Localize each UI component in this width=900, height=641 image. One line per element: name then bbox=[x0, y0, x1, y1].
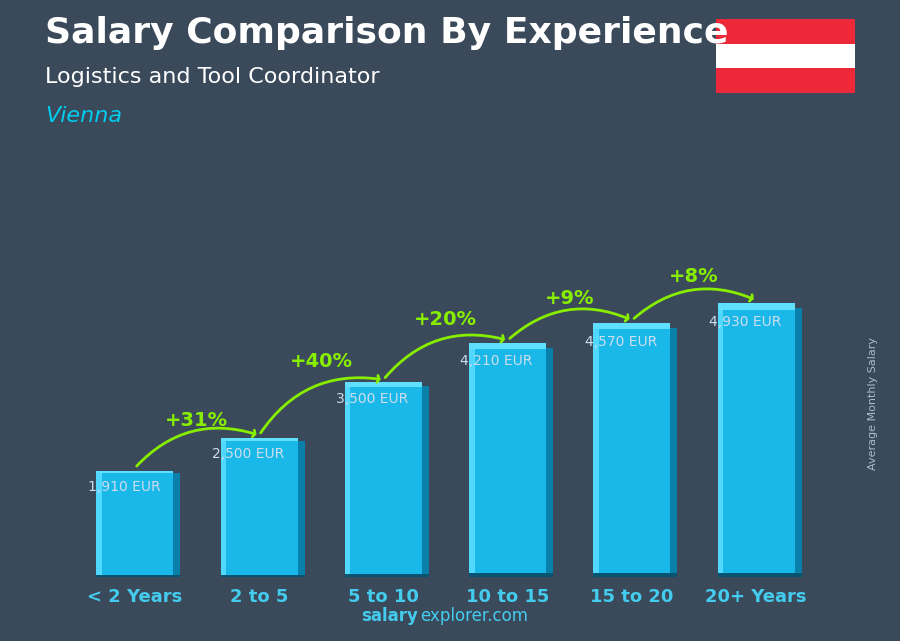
Text: Logistics and Tool Coordinator: Logistics and Tool Coordinator bbox=[45, 67, 380, 87]
Bar bbox=[795, 308, 802, 577]
Bar bbox=[716, 44, 855, 68]
Bar bbox=[593, 573, 678, 577]
Text: 4,210 EUR: 4,210 EUR bbox=[461, 354, 533, 368]
Text: Average Monthly Salary: Average Monthly Salary bbox=[868, 337, 878, 470]
Bar bbox=[345, 383, 350, 577]
Bar bbox=[593, 323, 598, 577]
Text: +31%: +31% bbox=[166, 411, 229, 430]
Text: Salary Comparison By Experience: Salary Comparison By Experience bbox=[45, 16, 728, 50]
Bar bbox=[96, 470, 174, 474]
Text: +8%: +8% bbox=[670, 267, 719, 287]
Bar bbox=[96, 576, 180, 577]
Bar bbox=[469, 343, 546, 577]
Bar bbox=[174, 473, 180, 577]
Text: 3,500 EUR: 3,500 EUR bbox=[336, 392, 409, 406]
Text: Vienna: Vienna bbox=[45, 106, 122, 126]
Bar bbox=[422, 387, 428, 577]
Text: explorer.com: explorer.com bbox=[420, 607, 528, 625]
Text: 4,930 EUR: 4,930 EUR bbox=[709, 315, 781, 329]
Bar bbox=[469, 343, 474, 577]
Bar bbox=[345, 383, 422, 577]
Bar bbox=[220, 438, 298, 442]
Text: +40%: +40% bbox=[290, 352, 353, 371]
Bar bbox=[546, 347, 554, 577]
Text: +20%: +20% bbox=[414, 310, 477, 329]
Bar bbox=[345, 574, 428, 577]
Bar bbox=[593, 323, 670, 577]
Bar bbox=[298, 441, 304, 577]
Bar bbox=[469, 574, 554, 577]
Text: 4,570 EUR: 4,570 EUR bbox=[585, 335, 657, 349]
Bar bbox=[717, 573, 802, 577]
Text: +9%: +9% bbox=[545, 289, 595, 308]
Text: salary: salary bbox=[362, 607, 418, 625]
Text: 1,910 EUR: 1,910 EUR bbox=[87, 479, 160, 494]
Text: 2,500 EUR: 2,500 EUR bbox=[212, 447, 284, 462]
Bar bbox=[717, 303, 723, 577]
Bar bbox=[96, 470, 174, 577]
Bar bbox=[96, 470, 102, 577]
Bar bbox=[717, 303, 795, 310]
Bar bbox=[670, 328, 678, 577]
Bar bbox=[220, 438, 298, 577]
Bar bbox=[220, 438, 226, 577]
Bar bbox=[717, 303, 795, 577]
Bar bbox=[469, 343, 546, 349]
Bar bbox=[593, 323, 670, 329]
Bar bbox=[345, 383, 422, 387]
Bar bbox=[220, 575, 304, 577]
